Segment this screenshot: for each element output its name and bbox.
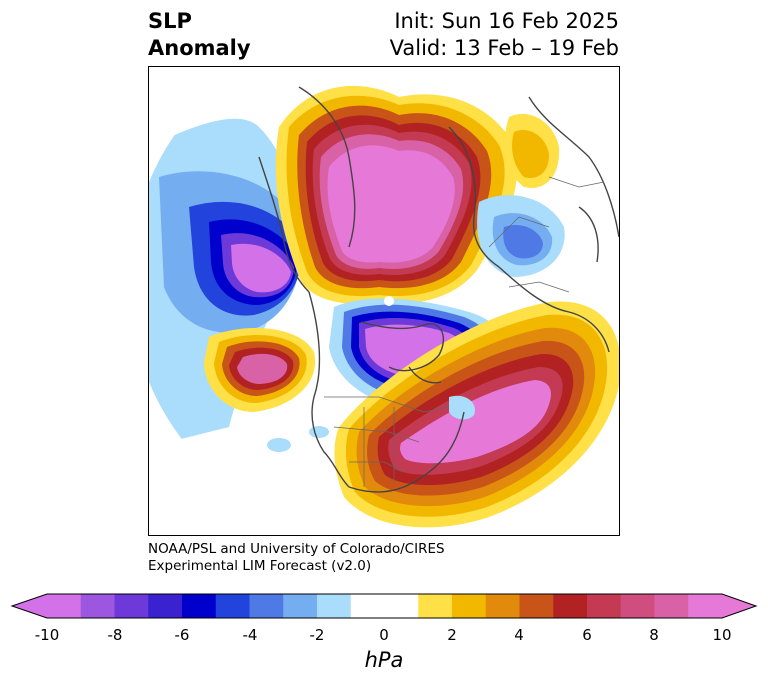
init-date: Init: Sun 16 Feb 2025 <box>394 9 619 33</box>
title-line-1: SLP <box>148 9 192 33</box>
colorbar-cell <box>182 594 217 618</box>
colorbar-cell <box>620 594 655 618</box>
valid-range: Valid: 13 Feb – 19 Feb <box>389 36 619 60</box>
colorbar-cell <box>587 594 622 618</box>
colorbar-cell <box>215 594 250 618</box>
colorbar-cell <box>384 594 419 618</box>
colorbar-ticks: -10 -8 -6 -4 -2 0 2 4 6 8 10 <box>0 626 768 646</box>
colorbar-tick: -6 <box>174 626 190 644</box>
colorbar-units: hPa <box>364 648 404 672</box>
colorbar-cell <box>249 594 284 618</box>
colorbar-tick: 10 <box>712 626 732 644</box>
colorbar-tick: -10 <box>34 626 60 644</box>
colorbar-cell <box>452 594 487 618</box>
colorbar-tick: 8 <box>649 626 659 644</box>
colorbar-cell <box>418 594 453 618</box>
high-center-arctic <box>327 145 455 263</box>
colorbar-cell <box>350 594 385 618</box>
anomaly-map <box>149 85 619 528</box>
coastlines <box>258 86 619 493</box>
high-center-atlantic <box>400 380 551 464</box>
colorbar-cell <box>519 594 554 618</box>
date-info: Init: Sun 16 Feb 2025 Valid: 13 Feb – 19… <box>390 8 619 62</box>
colorbar-cell <box>47 594 82 618</box>
title-line-2: Anomaly <box>148 36 251 60</box>
colorbar-tick: -4 <box>242 626 258 644</box>
colorbar-cell <box>80 594 115 618</box>
chart-title: SLP Anomaly <box>148 8 251 62</box>
low-center-pacific <box>231 243 291 293</box>
credit-line-1: NOAA/PSL and University of Colorado/CIRE… <box>148 541 445 557</box>
colorbar-tick: 2 <box>447 626 457 644</box>
colorbar-tick: 0 <box>379 626 389 644</box>
colorbar-cell <box>114 594 149 618</box>
colorbar-tick: -8 <box>107 626 123 644</box>
colorbar-tick: 4 <box>514 626 524 644</box>
colorbar-tick: 6 <box>582 626 592 644</box>
colorbar-cell <box>485 594 520 618</box>
colorbar-cell <box>317 594 352 618</box>
colorbar-cell <box>148 594 183 618</box>
colorbar-min-extend <box>12 594 47 618</box>
credit-line-2: Experimental LIM Forecast (v2.0) <box>148 558 372 574</box>
colorbar-cell <box>654 594 689 618</box>
borders <box>324 176 605 487</box>
colorbar-tick: -2 <box>309 626 325 644</box>
colorbar-cell <box>553 594 588 618</box>
north-pole-marker <box>384 296 394 306</box>
colorbar-cell <box>688 594 723 618</box>
colorbar <box>10 593 758 619</box>
colorbar-cell <box>283 594 318 618</box>
credit-text: NOAA/PSL and University of Colorado/CIRE… <box>148 541 445 575</box>
map-panel <box>148 66 620 536</box>
colorbar-max-extend <box>722 594 756 618</box>
